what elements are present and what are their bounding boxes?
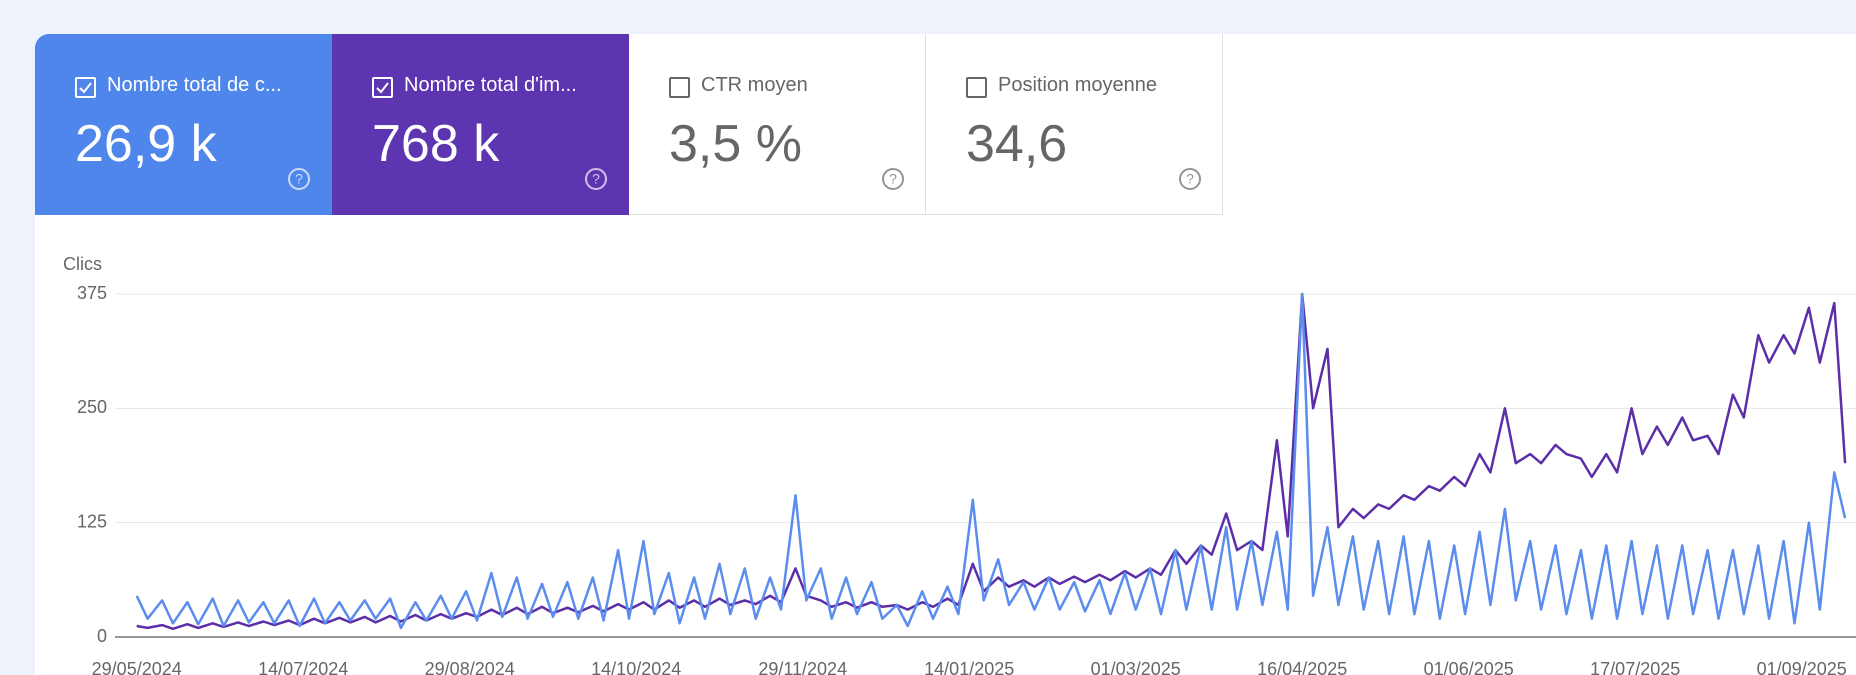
- chart: Clics 0 125 250 375 29/05/2024 14/07/2024 29/0…: [63, 254, 1856, 675]
- svg-text:?: ?: [1186, 171, 1194, 187]
- svg-text:?: ?: [889, 171, 897, 187]
- x-tick-label: 01/09/2025: [1757, 659, 1847, 675]
- x-tick-label: 01/03/2025: [1091, 659, 1181, 675]
- help-icon[interactable]: ?: [584, 167, 608, 191]
- metric-label: CTR moyen: [701, 74, 808, 96]
- x-tick-label: 14/10/2024: [591, 659, 681, 675]
- metric-label: Position moyenne: [998, 74, 1157, 96]
- svg-text:?: ?: [295, 171, 303, 187]
- metric-value: 768 k: [372, 115, 500, 173]
- metric-label: Nombre total de c...: [107, 74, 282, 96]
- x-tick-label: 29/05/2024: [92, 659, 182, 675]
- y-tick-label: 0: [97, 626, 107, 646]
- x-tick-label: 16/04/2025: [1257, 659, 1347, 675]
- metric-value: 34,6: [966, 115, 1068, 173]
- checkbox[interactable]: [372, 77, 393, 98]
- help-icon[interactable]: ?: [881, 167, 905, 191]
- checkbox[interactable]: [966, 77, 987, 98]
- metric-value: 26,9 k: [75, 115, 217, 173]
- help-icon[interactable]: ?: [287, 167, 311, 191]
- checkbox[interactable]: [75, 77, 96, 98]
- performance-panel: Nombre total de c... 26,9 k ? Nombre tot…: [35, 34, 1856, 675]
- x-tick-label: 14/07/2024: [258, 659, 348, 675]
- x-tick-label: 29/11/2024: [758, 659, 847, 675]
- x-tick-label: 29/08/2024: [425, 659, 515, 675]
- y-tick-label: 250: [77, 397, 107, 417]
- x-tick-label: 17/07/2025: [1590, 659, 1680, 675]
- x-tick-label: 14/01/2025: [924, 659, 1014, 675]
- metric-value: 3,5 %: [669, 115, 802, 173]
- metric-cards: Nombre total de c... 26,9 k ? Nombre tot…: [35, 34, 1223, 215]
- metric-card[interactable]: Nombre total d'im... 768 k ?: [332, 34, 629, 215]
- series-line: [136, 292, 1847, 631]
- checkbox[interactable]: [669, 77, 690, 98]
- svg-text:?: ?: [592, 171, 600, 187]
- help-icon[interactable]: ?: [1178, 167, 1202, 191]
- metric-label: Nombre total d'im...: [404, 74, 577, 96]
- metric-card[interactable]: Nombre total de c... 26,9 k ?: [35, 34, 332, 215]
- y-tick-label: 375: [77, 283, 107, 303]
- x-tick-label: 01/06/2025: [1424, 659, 1514, 675]
- metric-card[interactable]: Position moyenne 34,6 ?: [926, 34, 1223, 215]
- y-tick-label: 125: [77, 511, 107, 531]
- y-axis-title: Clics: [63, 254, 102, 274]
- metric-card[interactable]: CTR moyen 3,5 % ?: [629, 34, 926, 215]
- series-line: [135, 292, 1847, 630]
